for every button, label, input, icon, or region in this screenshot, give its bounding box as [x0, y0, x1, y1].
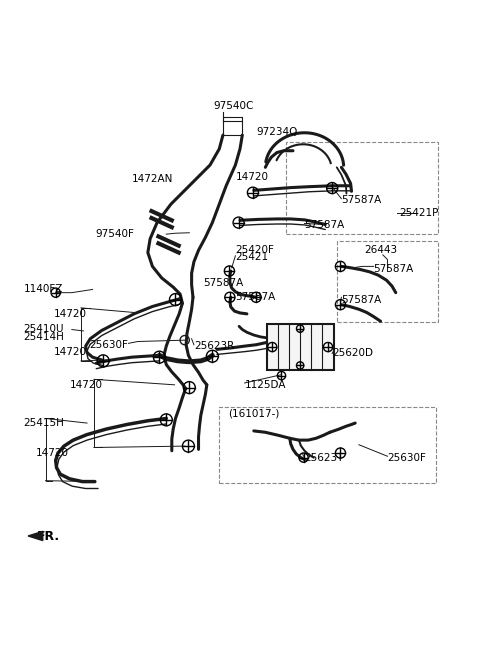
Text: 25623R: 25623R: [194, 341, 234, 351]
Text: 14720: 14720: [53, 309, 86, 319]
Text: 1125DA: 1125DA: [245, 380, 286, 390]
Text: 97540F: 97540F: [95, 229, 134, 239]
Polygon shape: [28, 531, 43, 540]
Text: 57587A: 57587A: [341, 194, 382, 205]
Text: 57587A: 57587A: [304, 220, 345, 230]
Text: 25623T: 25623T: [304, 453, 344, 463]
Text: 1140FZ: 1140FZ: [24, 284, 63, 294]
Text: 57587A: 57587A: [341, 295, 382, 305]
Text: 57587A: 57587A: [373, 264, 414, 273]
Text: 57587A: 57587A: [235, 292, 276, 302]
Text: 25630F: 25630F: [387, 453, 426, 463]
Bar: [267, 324, 334, 370]
Text: 25414H: 25414H: [24, 332, 64, 342]
Text: 14720: 14720: [36, 448, 69, 458]
Text: 26443: 26443: [364, 245, 397, 255]
FancyBboxPatch shape: [219, 407, 436, 483]
Text: 25415H: 25415H: [24, 418, 64, 428]
Text: 14720: 14720: [53, 347, 86, 356]
FancyBboxPatch shape: [337, 241, 438, 321]
Text: 25421: 25421: [235, 252, 268, 262]
Text: 97234Q: 97234Q: [256, 128, 298, 137]
Text: FR.: FR.: [37, 531, 60, 544]
Text: 25410U: 25410U: [24, 323, 64, 334]
Text: 97540C: 97540C: [213, 100, 253, 111]
Text: 14720: 14720: [235, 172, 268, 181]
Text: 25620D: 25620D: [332, 349, 373, 358]
FancyBboxPatch shape: [286, 142, 438, 234]
Text: 57587A: 57587A: [203, 277, 243, 288]
Text: (161017-): (161017-): [228, 409, 280, 419]
Text: 1472AN: 1472AN: [132, 174, 173, 184]
Text: 25421P: 25421P: [399, 209, 438, 218]
Text: 25420F: 25420F: [235, 245, 274, 255]
Text: 14720: 14720: [70, 380, 103, 390]
Text: 25630F: 25630F: [90, 340, 129, 350]
